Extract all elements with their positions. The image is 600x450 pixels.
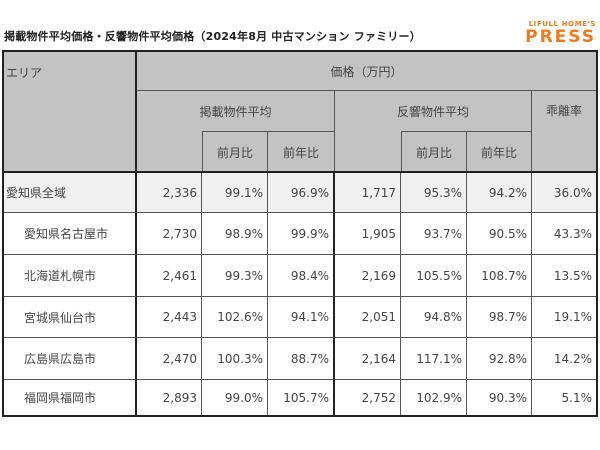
cell-resp: 1,905 (335, 213, 401, 255)
cell-resp: 2,169 (335, 255, 401, 297)
cell-div: 13.5% (532, 255, 596, 297)
cell-listed: 2,470 (137, 338, 202, 380)
cell-resp: 2,752 (335, 380, 401, 415)
cell-listed-mom: 99.3% (202, 255, 268, 297)
header-price: 価格（万円） (137, 52, 596, 91)
header-response-yoy: 前年比 (467, 131, 532, 172)
header-divergence: 乖離率 (532, 91, 596, 172)
cell-resp-mom: 102.9% (401, 380, 467, 415)
cell-div: 5.1% (532, 380, 596, 415)
header-response-blank (335, 131, 401, 172)
header-response-mom: 前月比 (401, 131, 467, 172)
cell-listed-yoy: 98.4% (268, 255, 335, 297)
cell-resp-yoy: 90.5% (467, 213, 532, 255)
cell-resp-yoy: 94.2% (467, 173, 532, 213)
logo-line1: LIFULL HOME'S (528, 20, 596, 28)
cell-resp-yoy: 108.7% (467, 255, 532, 297)
cell-div: 36.0% (532, 173, 596, 213)
cell-area: 愛知県名古屋市 (4, 213, 137, 255)
header-divider (4, 171, 596, 173)
cell-listed-yoy: 96.9% (268, 173, 335, 213)
cell-resp: 2,051 (335, 297, 401, 338)
cell-resp-mom: 117.1% (401, 338, 467, 380)
cell-listed-mom: 102.6% (202, 297, 268, 338)
cell-listed: 2,893 (137, 380, 202, 415)
cell-listed-mom: 99.1% (202, 173, 268, 213)
page-title: 掲載物件平均価格・反響物件平均価格（2024年8月 中古マンション ファミリー） (4, 30, 421, 43)
price-table (2, 50, 598, 417)
header-listed-blank (137, 131, 202, 172)
cell-listed-mom: 99.0% (202, 380, 268, 415)
cell-resp-mom: 93.7% (401, 213, 467, 255)
cell-area: 福岡県福岡市 (4, 380, 137, 415)
cell-div: 43.3% (532, 213, 596, 255)
cell-resp: 2,164 (335, 338, 401, 380)
header-listed-mom: 前月比 (202, 131, 268, 172)
cell-div: 19.1% (532, 297, 596, 338)
cell-listed-yoy: 105.7% (268, 380, 335, 415)
cell-listed-yoy: 88.7% (268, 338, 335, 380)
header-area-label: エリア (6, 66, 43, 80)
header-listed-yoy: 前年比 (268, 131, 335, 172)
cell-listed-mom: 100.3% (202, 338, 268, 380)
header-area: エリア (4, 52, 137, 172)
header-listed-avg: 掲載物件平均 (137, 91, 335, 131)
cell-resp-mom: 94.8% (401, 297, 467, 338)
cell-resp-mom: 105.5% (401, 255, 467, 297)
cell-resp-yoy: 92.8% (467, 338, 532, 380)
cell-resp-mom: 95.3% (401, 173, 467, 213)
cell-area: 宮城県仙台市 (4, 297, 137, 338)
cell-area: 愛知県全域 (4, 173, 137, 213)
cell-listed-mom: 98.9% (202, 213, 268, 255)
cell-area: 広島県広島市 (4, 338, 137, 380)
cell-listed: 2,461 (137, 255, 202, 297)
cell-listed: 2,443 (137, 297, 202, 338)
brand-logo: LIFULL HOME'S PRESS (525, 20, 596, 46)
cell-div: 14.2% (532, 338, 596, 380)
cell-listed-yoy: 94.1% (268, 297, 335, 338)
cell-resp-yoy: 90.3% (467, 380, 532, 415)
header-response-avg: 反響物件平均 (335, 91, 532, 131)
cell-resp: 1,717 (335, 173, 401, 213)
cell-listed: 2,730 (137, 213, 202, 255)
cell-resp-yoy: 98.7% (467, 297, 532, 338)
cell-listed-yoy: 99.9% (268, 213, 335, 255)
logo-line2: PRESS (525, 27, 596, 47)
cell-listed: 2,336 (137, 173, 202, 213)
cell-area: 北海道札幌市 (4, 255, 137, 297)
